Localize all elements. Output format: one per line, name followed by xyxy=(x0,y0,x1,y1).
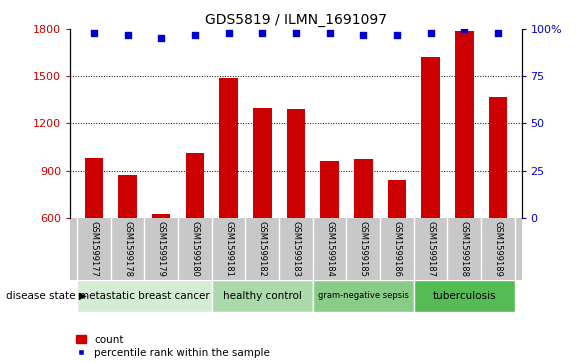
Point xyxy=(89,30,98,36)
Point xyxy=(123,32,132,38)
Point xyxy=(258,30,267,36)
Bar xyxy=(287,109,305,218)
Text: GSM1599177: GSM1599177 xyxy=(90,221,98,277)
Bar xyxy=(186,153,204,218)
Text: GSM1599179: GSM1599179 xyxy=(156,221,166,277)
Text: disease state ▶: disease state ▶ xyxy=(6,291,87,301)
Text: healthy control: healthy control xyxy=(223,291,302,301)
Text: GSM1599183: GSM1599183 xyxy=(291,221,301,277)
Text: GSM1599188: GSM1599188 xyxy=(460,221,469,277)
Text: GSM1599187: GSM1599187 xyxy=(426,221,435,277)
Text: GSM1599181: GSM1599181 xyxy=(224,221,233,277)
Bar xyxy=(414,280,515,312)
Bar xyxy=(152,214,171,218)
Bar xyxy=(84,158,103,218)
Text: GSM1599189: GSM1599189 xyxy=(493,221,502,277)
Bar xyxy=(253,108,271,218)
Bar xyxy=(489,97,507,218)
Point xyxy=(493,30,503,36)
Bar xyxy=(212,280,313,312)
Bar xyxy=(313,280,414,312)
Point xyxy=(156,36,166,41)
Point xyxy=(392,32,401,38)
Text: tuberculosis: tuberculosis xyxy=(432,291,496,301)
Point xyxy=(359,32,368,38)
Bar xyxy=(219,78,238,218)
Bar xyxy=(421,57,440,218)
Title: GDS5819 / ILMN_1691097: GDS5819 / ILMN_1691097 xyxy=(205,13,387,26)
Bar xyxy=(455,30,473,218)
Text: metastatic breast cancer: metastatic breast cancer xyxy=(79,291,210,301)
Point xyxy=(291,30,301,36)
Point xyxy=(190,32,200,38)
Bar xyxy=(354,159,373,218)
Text: GSM1599184: GSM1599184 xyxy=(325,221,334,277)
Text: GSM1599178: GSM1599178 xyxy=(123,221,132,277)
Point xyxy=(459,26,469,32)
Text: gram-negative sepsis: gram-negative sepsis xyxy=(318,291,408,300)
Text: GSM1599180: GSM1599180 xyxy=(190,221,199,277)
Point xyxy=(426,30,435,36)
Bar xyxy=(118,175,137,218)
Text: GSM1599182: GSM1599182 xyxy=(258,221,267,277)
Point xyxy=(325,30,334,36)
Text: GSM1599185: GSM1599185 xyxy=(359,221,368,277)
Bar xyxy=(388,180,406,218)
Bar xyxy=(77,280,212,312)
Bar xyxy=(321,161,339,218)
Point xyxy=(224,30,233,36)
Text: GSM1599186: GSM1599186 xyxy=(393,221,401,277)
Legend: count, percentile rank within the sample: count, percentile rank within the sample xyxy=(76,335,270,358)
